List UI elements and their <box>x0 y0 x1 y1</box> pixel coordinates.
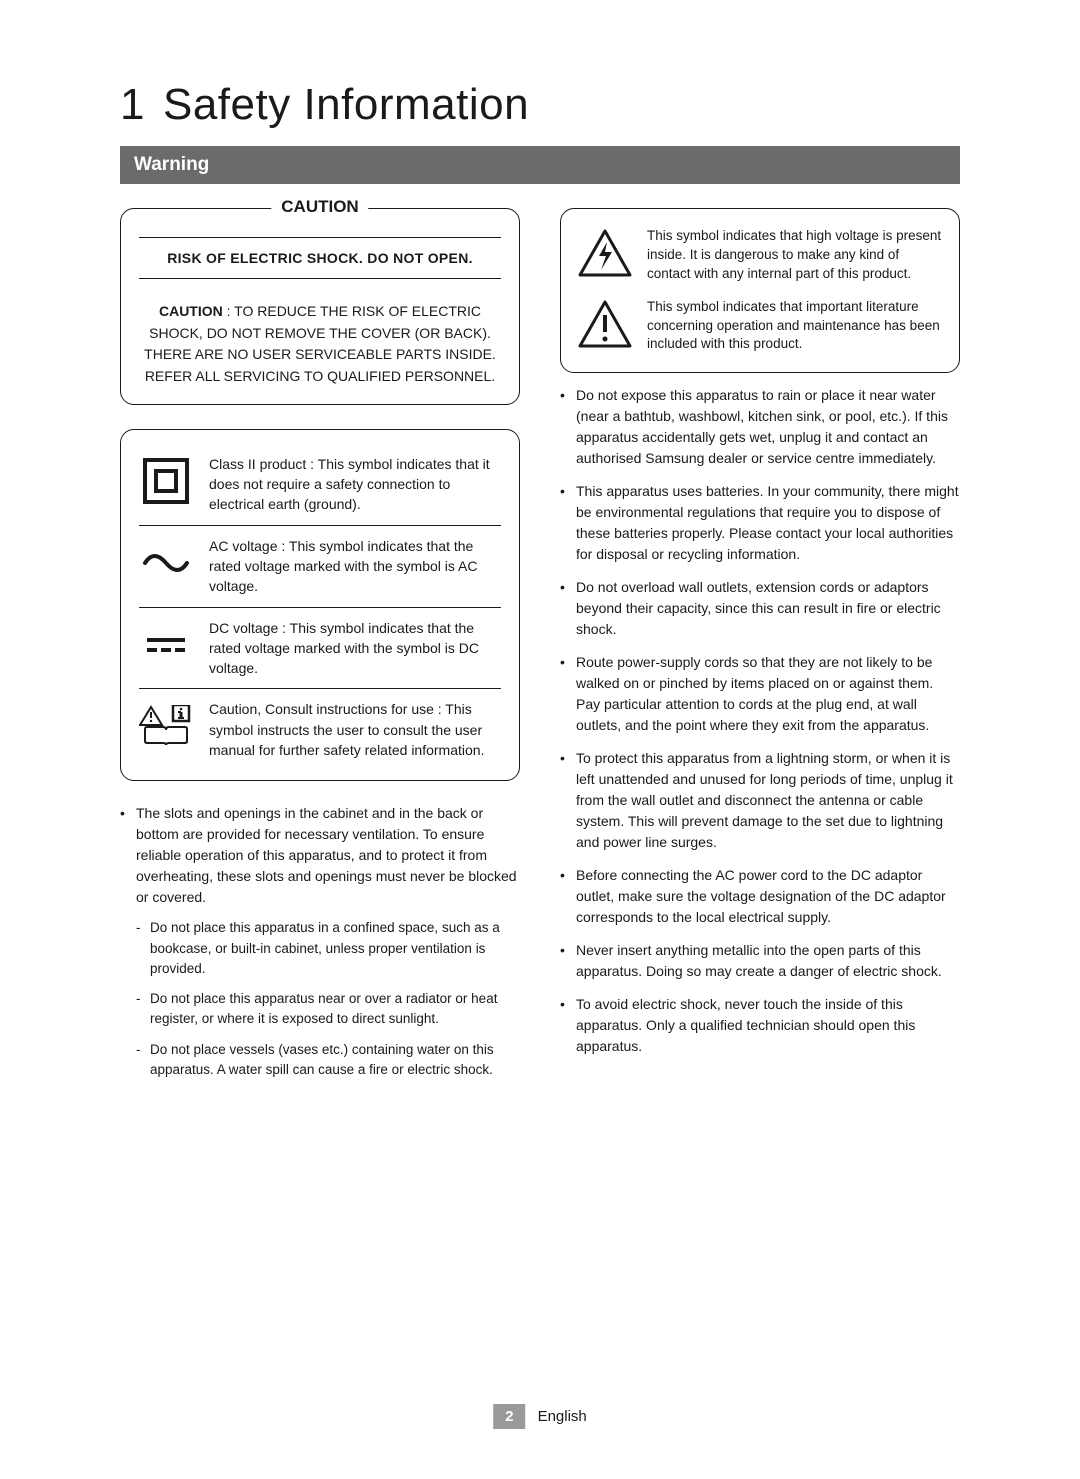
class2-icon <box>139 454 193 508</box>
right-bullet-5: Before connecting the AC power cord to t… <box>560 865 960 928</box>
right-bullet-1: This apparatus uses batteries. In your c… <box>560 481 960 565</box>
right-bullet-4: To protect this apparatus from a lightni… <box>560 748 960 853</box>
right-bullet-2: Do not overload wall outlets, extension … <box>560 577 960 640</box>
class2-text: Class II product : This symbol indicates… <box>209 454 501 515</box>
left-bullet-list: The slots and openings in the cabinet an… <box>120 803 520 1080</box>
symbol-row-ac: AC voltage : This symbol indicates that … <box>139 526 501 608</box>
high-voltage-icon <box>577 227 633 279</box>
left-sub-1: Do not place this apparatus near or over… <box>136 989 520 1030</box>
right-column: This symbol indicates that high voltage … <box>560 208 960 1092</box>
triangle-row-literature: This symbol indicates that important lit… <box>577 294 943 359</box>
symbol-row-dc: DC voltage : This symbol indicates that … <box>139 608 501 690</box>
right-bullet-3: Route power-supply cords so that they ar… <box>560 652 960 736</box>
warning-bar: Warning <box>120 146 960 184</box>
ac-text: AC voltage : This symbol indicates that … <box>209 536 501 597</box>
caution-body: CAUTION : TO REDUCE THE RISK OF ELECTRIC… <box>139 301 501 388</box>
page-number: 2 <box>493 1404 525 1429</box>
triangle-literature-text: This symbol indicates that important lit… <box>647 298 943 355</box>
page-title: 1 Safety Information <box>120 80 960 130</box>
left-bullet-main-text: The slots and openings in the cabinet an… <box>136 805 517 905</box>
caution-legend: CAUTION <box>271 197 368 217</box>
page-language: English <box>538 1408 587 1425</box>
symbol-row-class2: Class II product : This symbol indicates… <box>139 444 501 526</box>
triangle-row-voltage: This symbol indicates that high voltage … <box>577 223 943 288</box>
symbol-table: Class II product : This symbol indicates… <box>120 429 520 782</box>
caution-body-lead: CAUTION <box>159 303 223 319</box>
important-info-icon <box>577 298 633 350</box>
right-bullet-7: To avoid electric shock, never touch the… <box>560 994 960 1057</box>
left-sub-2: Do not place vessels (vases etc.) contai… <box>136 1040 520 1081</box>
right-bullet-0: Do not expose this apparatus to rain or … <box>560 385 960 469</box>
triangle-box: This symbol indicates that high voltage … <box>560 208 960 373</box>
left-column: CAUTION RISK OF ELECTRIC SHOCK. DO NOT O… <box>120 208 520 1092</box>
dc-text: DC voltage : This symbol indicates that … <box>209 618 501 679</box>
left-sub-0: Do not place this apparatus in a confine… <box>136 918 520 979</box>
triangle-voltage-text: This symbol indicates that high voltage … <box>647 227 943 284</box>
section-text: Safety Information <box>163 80 529 129</box>
left-bullet-main: The slots and openings in the cabinet an… <box>120 803 520 1080</box>
caution-box: CAUTION RISK OF ELECTRIC SHOCK. DO NOT O… <box>120 208 520 405</box>
ac-icon <box>139 536 193 590</box>
consult-text: Caution, Consult instructions for use : … <box>209 699 501 760</box>
consult-icon <box>139 699 193 753</box>
left-subbullets: Do not place this apparatus in a confine… <box>136 918 520 1080</box>
section-number: 1 <box>120 80 145 129</box>
right-bullet-list: Do not expose this apparatus to rain or … <box>560 385 960 1057</box>
caution-shock-header: RISK OF ELECTRIC SHOCK. DO NOT OPEN. <box>139 237 501 279</box>
page-footer: 2 English <box>493 1404 587 1429</box>
content-columns: CAUTION RISK OF ELECTRIC SHOCK. DO NOT O… <box>120 208 960 1092</box>
right-bullet-6: Never insert anything metallic into the … <box>560 940 960 982</box>
symbol-row-consult: Caution, Consult instructions for use : … <box>139 689 501 770</box>
dc-icon <box>139 618 193 672</box>
